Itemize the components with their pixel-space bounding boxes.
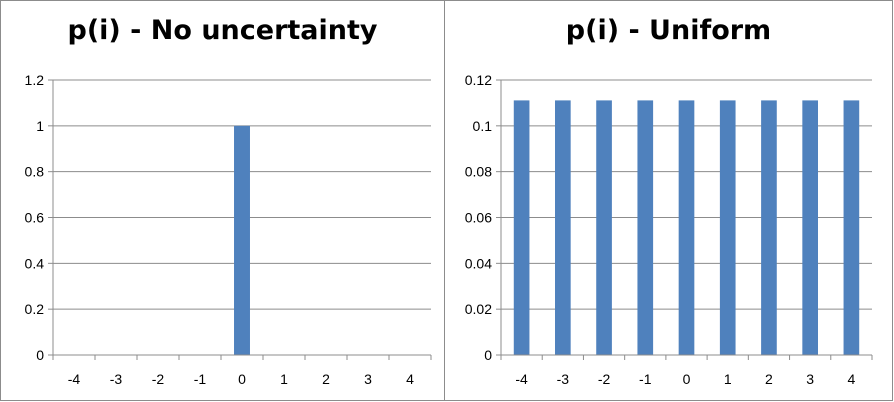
- x-tick-label: 1: [724, 371, 732, 387]
- bar-1: [719, 100, 736, 355]
- x-tick-label: -1: [639, 371, 652, 387]
- bar-chart-uniform: 0 0.02 0.04 0.06 0.08 0.1 0.12 -4 -3 -2 -1 0 1 2 3 4: [465, 72, 873, 387]
- x-tick-label: 3: [364, 371, 372, 387]
- x-tick-label: -2: [152, 371, 165, 387]
- x-tick-label: -4: [515, 371, 528, 387]
- y-tick-label: 0.08: [465, 164, 492, 180]
- y-tick-label: 0.6: [25, 210, 45, 226]
- bar-2: [761, 100, 777, 355]
- y-tick-label: 1: [36, 118, 44, 134]
- bar-4: [843, 100, 860, 355]
- bar-0: [234, 125, 250, 355]
- y-tick-label: 0.8: [25, 164, 45, 180]
- y-tick-label: 0: [36, 347, 44, 363]
- y-tick-label: 0.12: [465, 72, 492, 88]
- x-tick-label: 0: [683, 371, 691, 387]
- bar--1: [637, 100, 654, 355]
- y-tick-label: 0.04: [465, 255, 492, 271]
- chart-title: p(i) - Uniform: [565, 15, 772, 46]
- y-tick-label: 0: [484, 347, 492, 363]
- chart-panel-uniform: p(i) - Uniform 0 0.02 0.04 0.06 0.08 0.1 0.12 -…: [445, 0, 893, 401]
- x-tick-label: 4: [406, 371, 414, 387]
- x-tick-label: -3: [110, 371, 123, 387]
- x-tick-label: 2: [765, 371, 773, 387]
- bar-0: [678, 100, 695, 355]
- x-tick-label: 1: [280, 371, 288, 387]
- x-tick-label: 2: [322, 371, 330, 387]
- x-tick-label: 3: [806, 371, 814, 387]
- x-tick-label: -1: [194, 371, 207, 387]
- x-tick-label: -4: [68, 371, 81, 387]
- y-tick-label: 0.1: [473, 118, 493, 134]
- y-tick-label: 1.2: [25, 72, 45, 88]
- bar--3: [555, 100, 571, 355]
- x-tick-label: -3: [557, 371, 570, 387]
- y-tick-label: 0.4: [25, 255, 45, 271]
- y-tick-label: 0.2: [25, 301, 45, 317]
- bar-3: [802, 100, 818, 355]
- x-tick-label: 0: [238, 371, 246, 387]
- chart-panel-no-uncertainty: p(i) - No uncertainty 0 0.2 0.4 0.6 0.8 1 1.2 -…: [0, 0, 445, 401]
- x-tick-label: 4: [847, 371, 855, 387]
- bar--4: [513, 100, 530, 355]
- chart-title: p(i) - No uncertainty: [67, 15, 378, 46]
- y-tick-label: 0.06: [465, 210, 492, 226]
- bar--2: [596, 100, 612, 355]
- bar-chart-no-uncertainty: 0 0.2 0.4 0.6 0.8 1 1.2 -4 -3 -2 -1 0 1 2 3 4: [25, 72, 432, 387]
- x-tick-label: -2: [598, 371, 611, 387]
- y-tick-label: 0.02: [465, 301, 492, 317]
